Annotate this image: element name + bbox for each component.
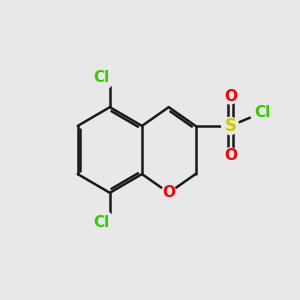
Circle shape (250, 100, 274, 124)
Circle shape (223, 89, 238, 104)
Circle shape (161, 185, 176, 200)
Circle shape (222, 117, 239, 134)
Circle shape (90, 66, 114, 90)
Text: O: O (224, 148, 237, 163)
Text: Cl: Cl (254, 105, 271, 120)
Text: Cl: Cl (94, 215, 110, 230)
Text: O: O (162, 185, 175, 200)
Text: O: O (224, 89, 237, 104)
Text: Cl: Cl (94, 70, 110, 85)
Text: S: S (224, 117, 236, 135)
Circle shape (223, 148, 238, 163)
Circle shape (90, 210, 114, 234)
